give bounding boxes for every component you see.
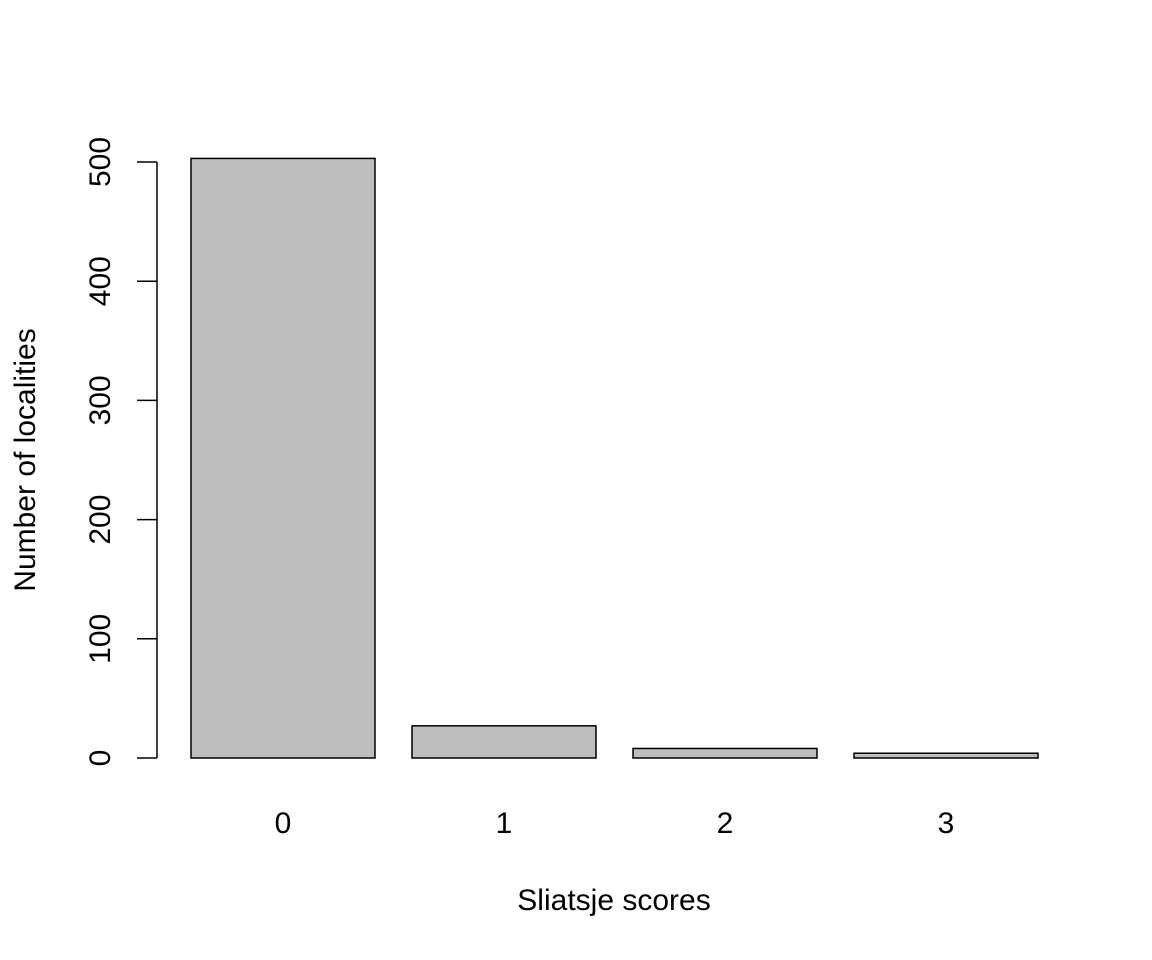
y-axis-title: Number of localities <box>9 328 42 591</box>
bars-group <box>190 157 1039 759</box>
x-tick-label: 0 <box>275 807 292 840</box>
y-tick-label: 500 <box>84 137 117 187</box>
x-tick-label: 2 <box>717 807 734 840</box>
bar-1 <box>411 725 597 759</box>
x-tick-label: 3 <box>938 807 955 840</box>
x-axis-title: Sliatsje scores <box>517 884 710 917</box>
y-tick-label: 100 <box>84 614 117 664</box>
bar-2 <box>632 747 818 759</box>
y-tick-label: 400 <box>84 256 117 306</box>
y-tick-label: 200 <box>84 495 117 545</box>
y-tick-label: 0 <box>84 750 117 767</box>
x-tick-label: 1 <box>496 807 513 840</box>
y-tick-label: 300 <box>84 375 117 425</box>
bar-3 <box>853 752 1039 759</box>
bar-0 <box>190 157 376 759</box>
x-tick-labels: 0 1 2 3 <box>275 807 955 840</box>
y-axis: 0 100 200 300 400 500 <box>84 137 158 767</box>
